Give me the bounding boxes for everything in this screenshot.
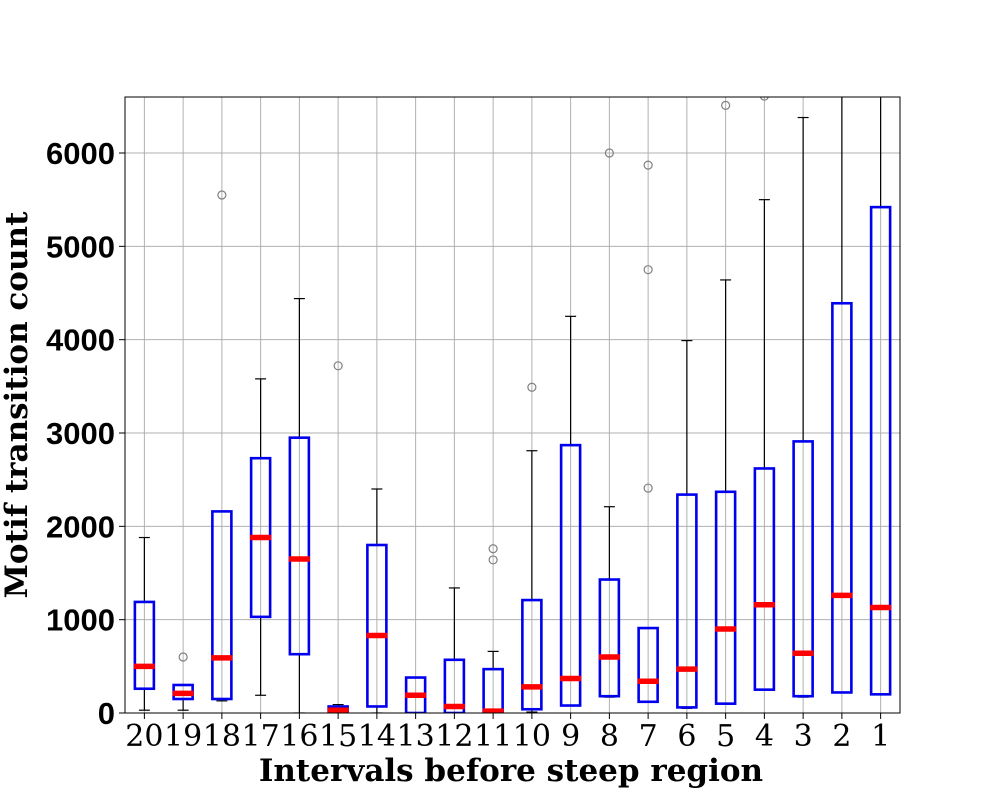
x-tick-label: 8 xyxy=(600,719,619,754)
x-tick-label: 11 xyxy=(474,719,512,754)
outlier-point xyxy=(333,361,343,371)
x-tick-label: 1 xyxy=(871,719,890,754)
box-iqr xyxy=(676,493,698,709)
y-tick-label: 1000 xyxy=(46,603,115,638)
plot-background xyxy=(125,97,900,713)
x-tick-label: 18 xyxy=(203,719,241,754)
box-iqr xyxy=(133,600,156,691)
y-tick-label: 6000 xyxy=(46,136,115,171)
y-tick-label: 5000 xyxy=(46,229,115,264)
outlier-point xyxy=(643,483,653,493)
x-tick-label: 5 xyxy=(716,719,735,754)
outlier-point xyxy=(217,190,227,200)
box-group-11 xyxy=(482,544,504,713)
y-tick-label: 0 xyxy=(98,696,115,731)
box-group-20 xyxy=(133,536,156,711)
outlier-point xyxy=(178,652,188,662)
box-group-5 xyxy=(714,100,737,705)
x-tick-label: 2 xyxy=(832,719,851,754)
x-axis-title: Intervals before steep region xyxy=(259,753,763,789)
x-tick-label: 12 xyxy=(435,719,473,754)
x-tick-label: 16 xyxy=(280,719,318,754)
x-tick-label: 14 xyxy=(358,719,396,754)
box-iqr xyxy=(637,626,659,704)
box-iqr xyxy=(521,598,543,711)
x-tick-label: 19 xyxy=(164,719,202,754)
x-tick-label: 3 xyxy=(794,719,813,754)
x-tick-label: 17 xyxy=(242,719,280,754)
y-tick-label: 2000 xyxy=(46,509,115,544)
box-group-10 xyxy=(521,382,543,713)
outlier-point xyxy=(721,100,731,111)
box-group-2 xyxy=(831,97,853,694)
y-tick-label: 3000 xyxy=(46,416,115,451)
outlier-point xyxy=(643,265,653,275)
box-group-9 xyxy=(559,315,582,707)
box-group-3 xyxy=(792,116,814,698)
box-group-14 xyxy=(366,488,388,713)
box-group-1 xyxy=(869,97,892,696)
box-group-18 xyxy=(211,190,233,702)
box-iqr xyxy=(753,467,776,691)
box-iqr xyxy=(366,543,388,708)
outlier-point xyxy=(759,97,769,101)
box-iqr xyxy=(288,436,311,656)
box-iqr xyxy=(211,510,233,701)
outlier-point xyxy=(488,555,498,565)
box-group-15 xyxy=(327,361,349,713)
outlier-point xyxy=(643,160,653,170)
box-group-8 xyxy=(598,148,621,698)
box-group-4 xyxy=(753,97,776,691)
x-tick-label: 13 xyxy=(397,719,435,754)
box-group-7 xyxy=(637,160,659,704)
box-iqr xyxy=(792,440,814,698)
x-tick-label: 15 xyxy=(319,719,357,754)
x-tick-label: 6 xyxy=(677,719,696,754)
y-axis-title: Motif transition count xyxy=(0,211,35,598)
x-tick-label: 10 xyxy=(513,719,551,754)
x-tick-label: 4 xyxy=(755,719,774,754)
outlier-point xyxy=(527,382,537,392)
outlier-point xyxy=(488,544,498,554)
x-tick-label: 9 xyxy=(561,719,580,754)
x-tick-label: 7 xyxy=(639,719,658,754)
outlier-point xyxy=(604,148,614,158)
box-group-6 xyxy=(676,340,698,709)
x-tick-label: 20 xyxy=(125,719,163,754)
box-marks xyxy=(133,97,892,713)
y-tick-label: 4000 xyxy=(46,323,115,358)
box-iqr xyxy=(831,301,853,694)
box-iqr xyxy=(559,443,582,707)
box-iqr xyxy=(869,205,892,696)
box-group-17 xyxy=(249,378,272,696)
box-group-19 xyxy=(172,652,194,711)
box-group-16 xyxy=(288,298,311,713)
box-iqr xyxy=(482,667,504,713)
plot-frame xyxy=(124,96,901,714)
box-iqr xyxy=(598,578,621,698)
box-iqr xyxy=(714,490,737,705)
